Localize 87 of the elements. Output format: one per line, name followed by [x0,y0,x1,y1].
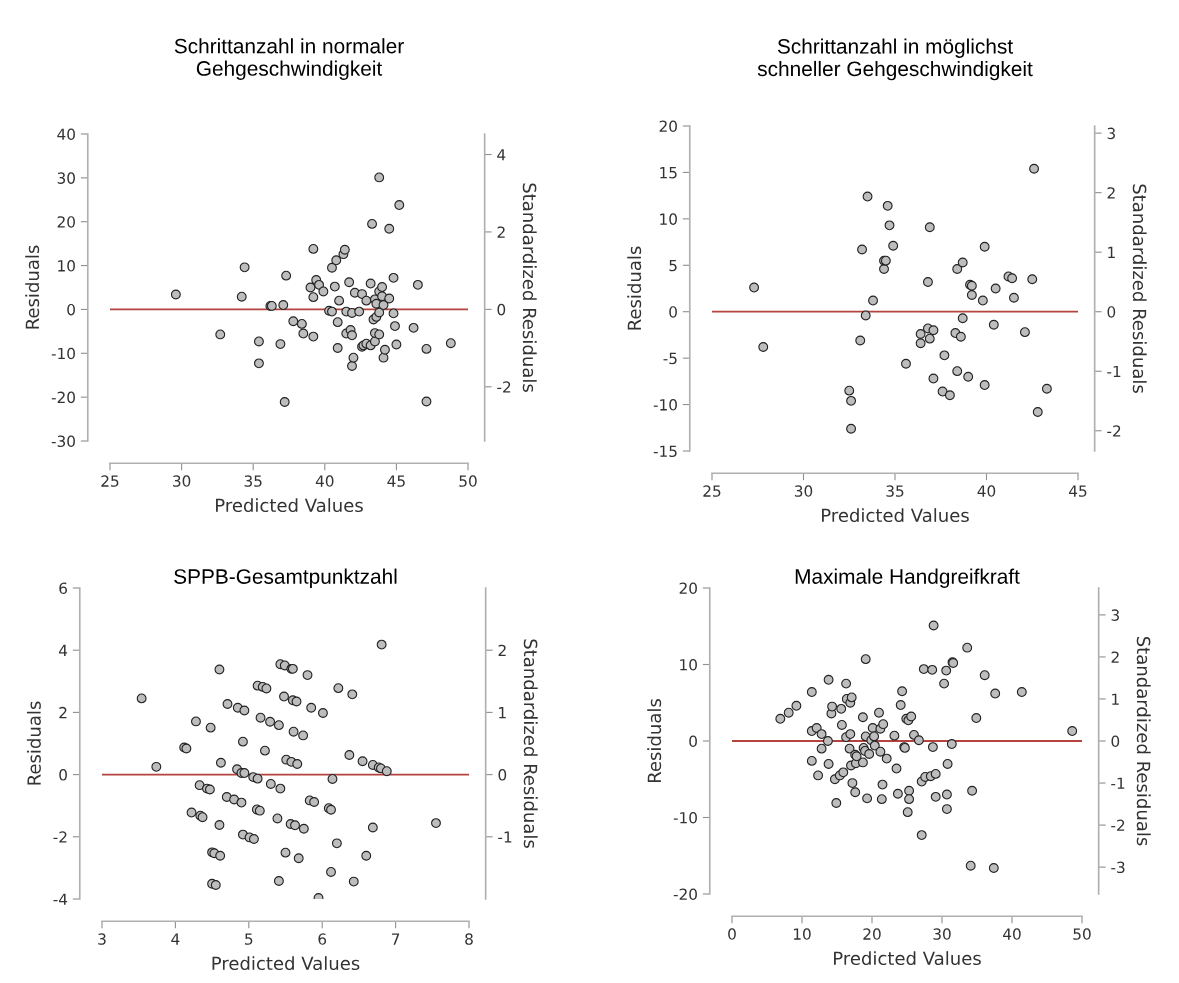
x-tick-label: 30 [794,485,813,497]
y-tick-label: 20 [57,216,75,228]
y-tick-label: 30 [57,172,75,184]
y2-tick-label: 1 [1108,246,1115,258]
y-tick-label: 0 [669,306,677,318]
y2-tick-label: -2 [1111,819,1125,831]
chart-title: SPPB-Gesamtpunktzahl [174,568,397,588]
y2-tick-label: 0 [498,769,507,781]
y2-tick-label: 2 [1107,187,1115,199]
y-tick-label: 4 [59,644,68,656]
x-tick-label: 40 [1003,928,1021,940]
y2-tick-label: 2 [497,226,505,238]
x-tick-label: 30 [933,928,951,940]
y-axis-title: Residuals [627,246,642,330]
x-tick-label: 25 [101,475,119,487]
y2-tick-label: 4 [497,149,506,161]
x-tick-label: 50 [1073,928,1091,940]
x-tick-label: 4 [171,933,180,945]
x-axis-title: Predicted Values [822,508,969,523]
y-axis-title: Residuals [26,701,41,785]
chart-title: Schrittanzahl in möglichst schneller Gehgeschwindigkeit [757,38,1033,81]
x-tick-label: 25 [703,485,721,497]
y-tick-label: 0 [67,303,75,316]
y2-tick-label: 0 [1111,735,1120,748]
x-axis-title: Predicted Values [216,498,363,513]
y2-tick-label: 1 [1112,693,1119,705]
x-tick-label: 45 [387,475,405,487]
y-tick-label: 20 [679,582,697,595]
chart-title: Schrittanzahl in normaler Gehgeschwindigkeit [174,38,404,80]
y2-tick-label: 0 [497,303,506,316]
x-tick-label: 10 [793,928,811,940]
y-tick-label: -30 [51,435,75,448]
y-tick-label: -10 [653,399,677,411]
x-tick-label: 50 [459,475,477,487]
chart-title: Maximale Handgreifkraft [795,568,1020,588]
y-tick-label: 10 [58,260,75,272]
y2-tick-label: -1 [1107,365,1121,378]
x-tick-label: 5 [245,933,253,945]
y2-tick-label: 2 [1111,651,1119,663]
y2-axis-title: Standardized Residuals [1132,184,1147,393]
x-tick-label: 40 [315,475,334,487]
x-tick-label: 7 [391,933,400,945]
y-tick-label: -2 [53,831,67,843]
y-tick-label: -4 [53,893,68,905]
y-tick-label: -15 [653,445,677,458]
y2-tick-label: -2 [1107,425,1121,437]
y2-tick-label: 1 [499,707,506,719]
y-tick-label: 40 [57,128,75,141]
x-tick-label: 45 [1069,485,1087,497]
y2-tick-label: -1 [498,831,512,843]
y2-tick-label: 0 [1107,306,1116,318]
y-tick-label: -10 [51,347,75,360]
y2-tick-label: 3 [1111,609,1119,621]
y-axis-title: Residuals [647,699,662,783]
x-tick-label: 35 [886,485,904,497]
y-tick-label: 5 [669,259,677,272]
y-tick-label: 6 [59,582,68,595]
x-tick-label: 0 [728,928,736,940]
y-tick-label: 0 [689,735,697,748]
y-tick-label: -20 [51,391,75,404]
x-tick-label: 8 [465,933,473,945]
x-tick-label: 35 [244,475,262,487]
y2-tick-label: 2 [498,644,506,656]
y-tick-label: 15 [660,167,677,179]
y2-tick-label: -3 [1111,861,1125,874]
y-tick-label: 20 [659,120,677,133]
x-tick-label: 30 [173,475,191,487]
y2-axis-title: Standardized Residuals [522,183,537,392]
x-tick-label: 20 [863,928,881,940]
y-tick-label: 2 [59,706,67,719]
y2-axis-title: Standardized Residuals [1136,636,1151,846]
x-tick-label: 40 [977,485,996,497]
y-axis-title: Residuals [25,245,40,329]
y-tick-label: 10 [680,658,697,671]
y-tick-label: 10 [660,213,677,225]
y2-tick-label: -2 [497,381,511,393]
y-tick-label: -5 [663,352,677,365]
y-tick-label: -10 [673,811,697,824]
y2-tick-label: -1 [1111,777,1125,789]
y2-tick-label: 3 [1107,127,1115,140]
y2-axis-title: Standardized Residuals [523,639,538,848]
x-tick-label: 3 [98,933,106,945]
x-tick-label: 6 [318,933,327,945]
x-axis-title: Predicted Values [212,956,360,971]
x-axis-title: Predicted Values [834,951,981,966]
y-tick-label: -20 [673,888,697,901]
y-tick-label: 0 [59,769,67,781]
